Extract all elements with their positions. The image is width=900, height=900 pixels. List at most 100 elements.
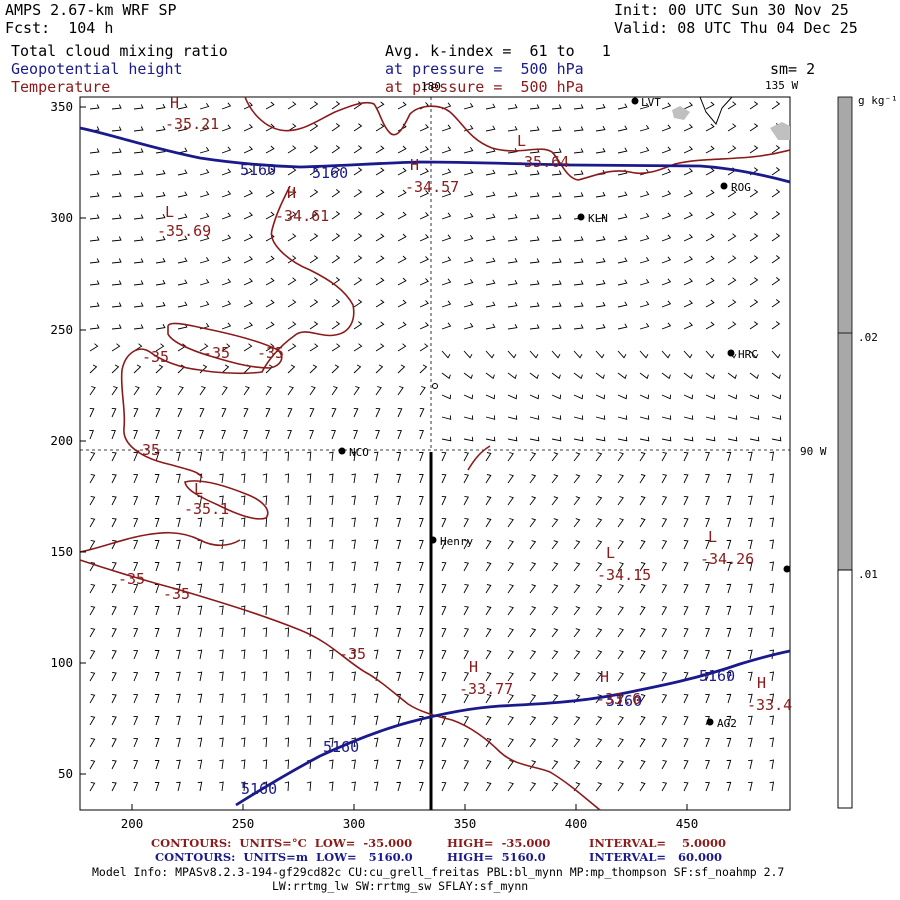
wind-barb <box>683 372 693 380</box>
wind-barb <box>89 386 96 396</box>
wind-barb <box>199 429 204 440</box>
wind-barb <box>176 693 181 704</box>
wind-barb <box>89 170 100 176</box>
wind-barb <box>219 759 224 770</box>
wind-barb <box>595 436 606 442</box>
wind-barb <box>595 474 603 484</box>
wind-barb <box>396 517 402 528</box>
wind-barb <box>573 584 581 594</box>
wind-barb <box>155 169 166 176</box>
wind-barb <box>726 561 732 572</box>
wind-barb <box>329 627 334 638</box>
wind-barb <box>284 649 290 660</box>
wind-barb <box>111 302 122 308</box>
wind-barb <box>177 147 188 154</box>
wind-barb <box>661 583 668 594</box>
wind-barb <box>485 191 496 198</box>
wind-barb <box>529 350 539 359</box>
wind-barb <box>177 103 188 110</box>
wind-barb <box>727 145 737 154</box>
wind-barb <box>133 693 139 704</box>
wind-barb <box>639 782 646 792</box>
wind-barb <box>507 213 518 220</box>
wind-barb <box>155 429 160 440</box>
wind-barb <box>177 429 182 440</box>
wind-barb <box>769 517 775 528</box>
wind-barb <box>769 759 775 770</box>
wind-barb <box>705 737 710 748</box>
wind-barb <box>705 583 710 594</box>
wind-barb <box>573 606 581 616</box>
wind-barb <box>441 168 452 176</box>
colorbar-gray <box>838 97 852 570</box>
wind-barb <box>441 517 447 528</box>
x-tick-label: 350 <box>454 816 477 831</box>
wind-barb <box>726 605 732 616</box>
wind-barb <box>661 146 672 154</box>
wind-barb <box>197 649 203 660</box>
wind-barb <box>749 211 759 220</box>
wind-barb <box>748 561 753 572</box>
wind-barb <box>463 301 474 308</box>
wind-barb <box>375 145 385 154</box>
wind-barb <box>111 364 120 374</box>
wind-barb <box>726 781 732 792</box>
wind-barb <box>683 415 694 420</box>
wind-barb <box>617 191 628 198</box>
wind-barb <box>463 169 474 176</box>
wind-barb <box>727 436 738 442</box>
wind-barb <box>177 235 188 242</box>
wind-barb <box>375 321 385 330</box>
wind-barb <box>595 716 603 726</box>
wind-barb <box>331 386 338 396</box>
wind-barb <box>769 781 775 792</box>
wind-barb <box>309 277 319 286</box>
wind-barb <box>748 781 753 792</box>
wind-barb <box>769 539 775 550</box>
wind-barb <box>771 101 781 110</box>
wind-barb <box>573 650 581 660</box>
station-label: LVT <box>641 96 661 109</box>
wind-barb <box>661 539 668 550</box>
wind-barb <box>595 782 603 792</box>
wind-barb <box>507 415 518 420</box>
wind-barb <box>441 539 447 550</box>
wind-barbs <box>89 101 782 792</box>
wind-barb <box>683 605 689 616</box>
wind-barb <box>284 715 290 726</box>
wind-barb <box>375 233 385 242</box>
wind-barb <box>661 517 668 528</box>
wind-barb <box>197 583 203 594</box>
wind-barb <box>661 561 668 572</box>
wind-barb <box>529 496 537 506</box>
wind-barb <box>419 694 424 704</box>
wind-barb <box>176 781 181 792</box>
wind-barb <box>727 321 737 330</box>
wind-barb <box>177 191 188 198</box>
wind-barb <box>441 495 447 506</box>
wind-barb <box>351 495 356 506</box>
wind-barb <box>529 650 537 660</box>
wind-barb <box>769 715 775 726</box>
wind-barb <box>749 299 759 308</box>
wind-barb <box>287 321 297 330</box>
wind-barb <box>485 650 492 660</box>
wind-barb <box>749 415 760 420</box>
wind-barb <box>219 627 224 638</box>
wind-barb <box>89 715 96 726</box>
wind-barb <box>287 277 297 286</box>
wind-barb <box>177 343 187 352</box>
height-contour-info: CONTOURS: UNITS=m LOW= 5160.0 <box>155 850 413 864</box>
wind-barb <box>507 672 514 682</box>
wind-barb <box>463 350 473 359</box>
wind-barb <box>441 583 447 594</box>
wind-barb <box>240 495 246 506</box>
station-label: ROG <box>731 181 751 194</box>
pole-marker <box>432 383 438 389</box>
wind-barb <box>154 782 160 792</box>
wind-barb <box>397 299 407 308</box>
wind-barb <box>396 561 402 572</box>
wind-barb <box>111 258 122 264</box>
wind-barb <box>573 738 581 748</box>
wind-barb <box>485 562 492 572</box>
